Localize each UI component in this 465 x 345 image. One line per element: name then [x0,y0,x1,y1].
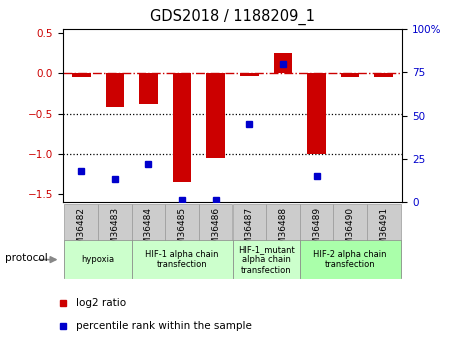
Bar [240,73,259,76]
Text: GSM36482: GSM36482 [77,207,86,256]
Text: HIF-2 alpha chain
transfection: HIF-2 alpha chain transfection [313,250,387,269]
Text: HIF-1_mutant
alpha chain
transfection: HIF-1_mutant alpha chain transfection [238,245,294,275]
Text: hypoxia: hypoxia [81,255,115,264]
Bar [274,53,292,73]
Bar [266,204,300,278]
Text: log2 ratio: log2 ratio [76,298,126,308]
Text: GSM36491: GSM36491 [379,207,388,256]
Text: GSM36483: GSM36483 [110,207,120,256]
Text: GSM36486: GSM36486 [211,207,220,256]
Bar [232,204,266,278]
Bar [165,204,199,278]
Bar [307,73,326,154]
Bar [341,73,359,78]
Bar [300,240,400,279]
Text: protocol: protocol [5,253,47,263]
Text: GSM36484: GSM36484 [144,207,153,256]
Bar [374,73,393,78]
Bar [232,240,300,279]
Bar [206,73,225,158]
Bar [65,240,132,279]
Text: GSM36487: GSM36487 [245,207,254,256]
Bar [132,240,232,279]
Bar [199,204,232,278]
Bar [132,204,165,278]
Bar [173,73,191,182]
Text: GSM36489: GSM36489 [312,207,321,256]
Text: GSM36490: GSM36490 [345,207,355,256]
Text: percentile rank within the sample: percentile rank within the sample [76,321,252,331]
Bar [72,73,91,78]
Bar [333,204,367,278]
Bar [139,73,158,104]
Bar [300,204,333,278]
Bar [98,204,132,278]
Text: GSM36485: GSM36485 [178,207,186,256]
Bar [367,204,400,278]
Bar [106,73,124,107]
Text: GDS2018 / 1188209_1: GDS2018 / 1188209_1 [150,9,315,25]
Text: HIF-1 alpha chain
transfection: HIF-1 alpha chain transfection [146,250,219,269]
Text: GSM36488: GSM36488 [279,207,287,256]
Bar [65,204,98,278]
